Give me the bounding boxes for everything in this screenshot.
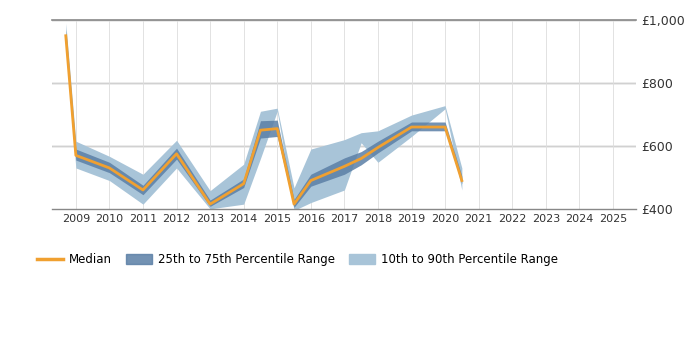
Legend: Median, 25th to 75th Percentile Range, 10th to 90th Percentile Range: Median, 25th to 75th Percentile Range, 1… bbox=[32, 248, 563, 271]
